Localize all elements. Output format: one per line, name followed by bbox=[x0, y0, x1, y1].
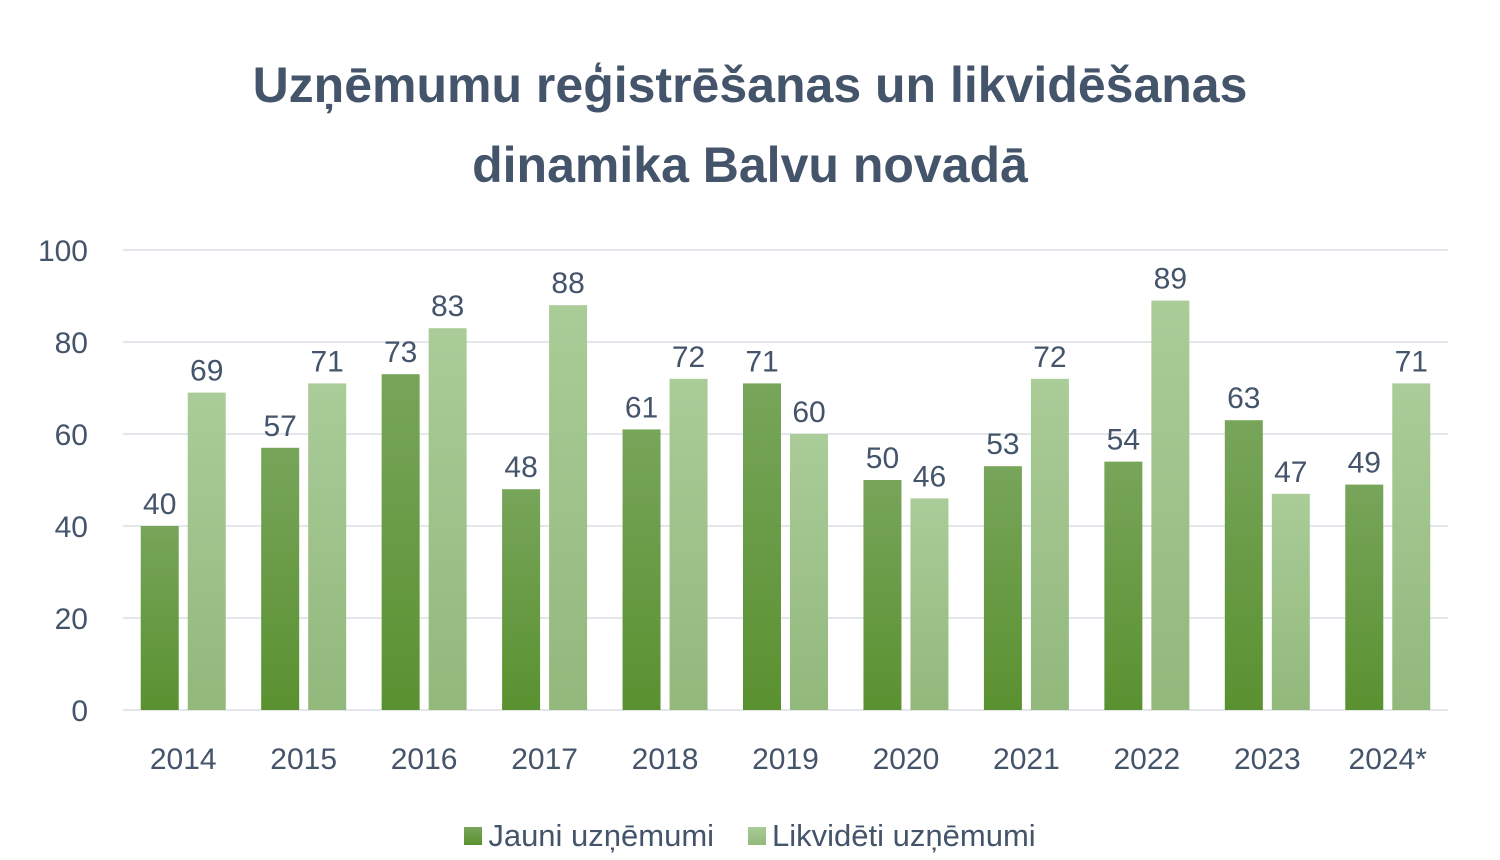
data-label: 47 bbox=[1274, 456, 1307, 489]
x-tick-label: 2020 bbox=[873, 743, 940, 776]
bar-liquidated bbox=[910, 498, 949, 710]
bar-liquidated bbox=[1271, 493, 1310, 710]
data-label: 60 bbox=[792, 396, 825, 429]
data-label: 53 bbox=[986, 428, 1019, 461]
data-label: 46 bbox=[913, 460, 946, 493]
legend-swatch-liquidated bbox=[748, 827, 767, 845]
bar-liquidated bbox=[1151, 300, 1190, 710]
chart-title-line-1: Uzņēmumu reģistrēšanas un likvidēšanas bbox=[252, 57, 1248, 113]
bar-new bbox=[140, 526, 179, 710]
x-tick-label: 2024* bbox=[1349, 743, 1428, 776]
data-label: 83 bbox=[431, 290, 464, 323]
data-label: 61 bbox=[625, 391, 658, 424]
bar-new bbox=[502, 489, 541, 710]
bar-liquidated bbox=[187, 392, 226, 710]
bar-new bbox=[863, 480, 902, 710]
data-label: 63 bbox=[1227, 382, 1260, 415]
x-tick-label: 2023 bbox=[1234, 743, 1301, 776]
bar-new bbox=[622, 429, 661, 710]
legend-label-liquidated: Likvidēti uzņēmumi bbox=[772, 818, 1036, 853]
data-label: 69 bbox=[190, 355, 223, 388]
bar-new bbox=[1224, 420, 1263, 710]
data-label: 48 bbox=[504, 451, 537, 484]
bar-liquidated bbox=[549, 305, 588, 710]
bar-liquidated bbox=[428, 328, 467, 710]
x-tick-label: 2022 bbox=[1113, 743, 1180, 776]
x-tick-label: 2014 bbox=[150, 743, 217, 776]
y-tick-label: 20 bbox=[55, 603, 88, 636]
x-tick-label: 2018 bbox=[632, 743, 699, 776]
legend-label-new: Jauni uzņēmumi bbox=[488, 818, 715, 853]
bar-liquidated bbox=[1030, 378, 1069, 710]
x-tick-label: 2021 bbox=[993, 743, 1060, 776]
data-label: 72 bbox=[672, 341, 705, 374]
y-tick-label: 100 bbox=[38, 235, 88, 268]
data-label: 71 bbox=[1395, 345, 1428, 378]
bar-new bbox=[743, 383, 781, 710]
legend-item-liquidated: Likvidēti uzņēmumi bbox=[748, 818, 1036, 854]
bar-new bbox=[983, 466, 1022, 710]
data-label: 71 bbox=[745, 345, 778, 378]
bar-liquidated bbox=[790, 434, 828, 710]
data-label: 73 bbox=[384, 336, 417, 369]
data-label: 54 bbox=[1107, 424, 1140, 457]
bar-liquidated bbox=[308, 383, 347, 710]
data-label: 71 bbox=[310, 345, 343, 378]
data-label: 57 bbox=[263, 410, 296, 443]
legend-swatch-new bbox=[464, 827, 483, 845]
y-tick-label: 0 bbox=[71, 695, 88, 728]
x-tick-label: 2017 bbox=[511, 743, 578, 776]
chart-title-line-2: dinamika Balvu novadā bbox=[472, 137, 1028, 193]
data-label: 72 bbox=[1033, 341, 1066, 374]
bar-liquidated bbox=[669, 378, 708, 710]
chart-title: Uzņēmumu reģistrēšanas un likvidēšanas d… bbox=[0, 45, 1500, 205]
data-label: 49 bbox=[1348, 447, 1381, 480]
bar-new bbox=[381, 374, 420, 710]
data-label: 89 bbox=[1154, 263, 1187, 296]
x-tick-label: 2019 bbox=[752, 743, 819, 776]
y-tick-label: 40 bbox=[55, 511, 88, 544]
x-tick-label: 2015 bbox=[270, 743, 337, 776]
data-label: 88 bbox=[551, 267, 584, 300]
bar-new bbox=[1345, 484, 1384, 710]
legend-item-new: Jauni uzņēmumi bbox=[464, 818, 714, 854]
data-label: 50 bbox=[866, 442, 899, 475]
legend: Jauni uzņēmumi Likvidēti uzņēmumi bbox=[0, 818, 1500, 854]
bar-new bbox=[261, 447, 300, 710]
data-label: 40 bbox=[143, 488, 176, 521]
x-tick-label: 2016 bbox=[391, 743, 458, 776]
bar-liquidated bbox=[1392, 383, 1431, 710]
y-tick-label: 60 bbox=[55, 419, 88, 452]
bar-new bbox=[1104, 461, 1143, 710]
y-tick-label: 80 bbox=[55, 327, 88, 360]
